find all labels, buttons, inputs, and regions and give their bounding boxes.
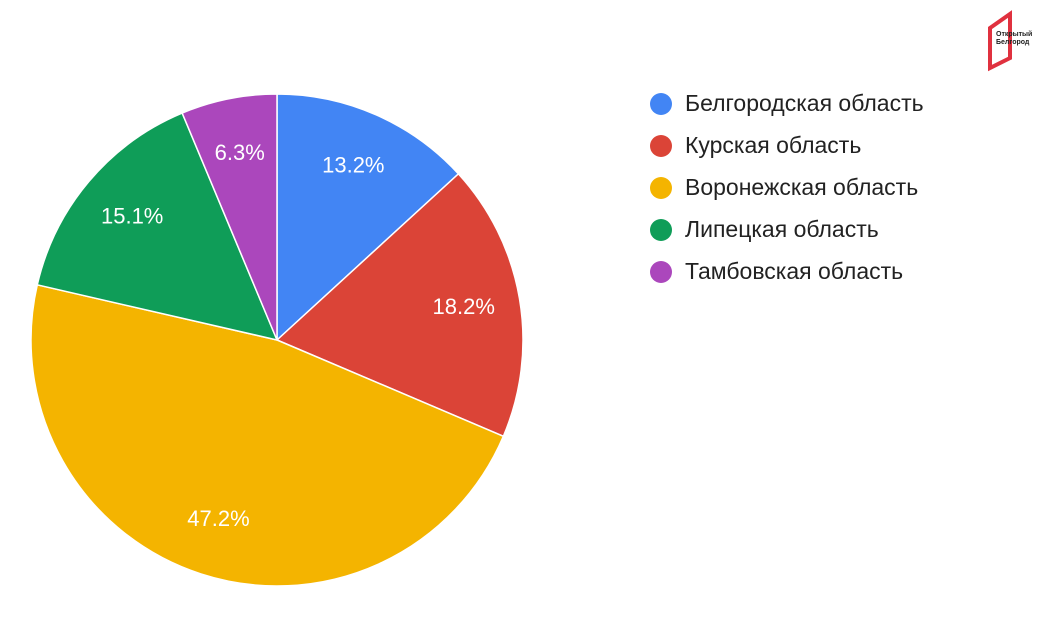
legend-label: Липецкая область — [685, 216, 879, 242]
legend-label: Тамбовская область — [685, 258, 903, 284]
slice-label: 15.1% — [101, 204, 163, 229]
slice-label: 6.3% — [215, 140, 265, 165]
pie-slice — [276, 93, 460, 342]
pie-slice — [181, 93, 278, 341]
pie-slice — [30, 283, 505, 587]
logo-mark — [988, 10, 1012, 72]
logo-text: Белгород — [996, 39, 1030, 46]
slice-label: 13.2% — [322, 152, 384, 177]
logo: Открытый Белгород — [988, 10, 1032, 72]
legend-swatch — [650, 219, 672, 241]
legend-label: Курская область — [685, 132, 861, 158]
legend-label: Белгородская область — [685, 90, 924, 116]
slice-label: 47.2% — [187, 506, 249, 531]
pie-slice — [275, 172, 524, 438]
pie-slice — [36, 112, 279, 342]
logo-text: Открытый — [996, 30, 1032, 38]
legend-swatch — [650, 261, 672, 283]
legend-swatch — [650, 93, 672, 115]
legend-swatch — [650, 135, 672, 157]
legend-swatch — [650, 177, 672, 199]
legend-label: Воронежская область — [685, 174, 918, 200]
slice-label: 18.2% — [433, 294, 495, 319]
